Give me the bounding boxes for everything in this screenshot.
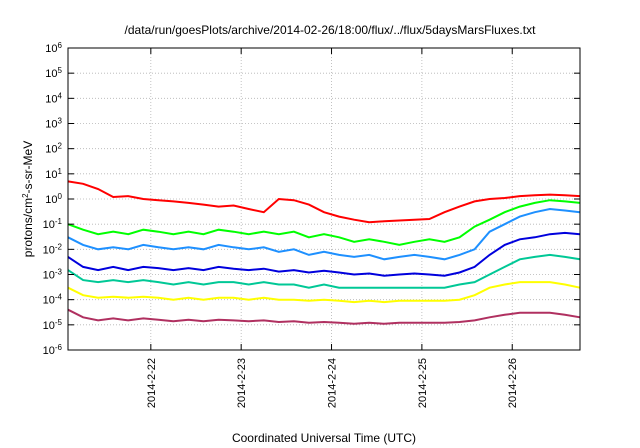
chart-title: /data/run/goesPlots/archive/2014-02-26/1…: [125, 23, 537, 37]
x-axis: 2014-2-22 2014-2-23 2014-2-24 2014-2-25 2014…: [146, 48, 519, 408]
y-tick-base: 10: [43, 295, 55, 307]
y-tick-exponent: 3: [58, 116, 63, 125]
y-tick-exponent: 6: [58, 41, 63, 50]
grid: [68, 48, 580, 350]
y-tick-exponent: -2: [55, 242, 63, 251]
y-tick-label: 10-3: [43, 267, 63, 282]
y-axis-label-post: -s-sr-MeV: [21, 141, 35, 194]
y-tick-exponent: -6: [55, 343, 63, 352]
y-tick-base: 10: [43, 320, 55, 332]
y-tick-label: 10-6: [43, 343, 63, 358]
series-line-6: [67, 281, 581, 304]
y-tick-exponent: -5: [55, 317, 63, 326]
y-tick-exponent: -4: [55, 292, 63, 301]
y-tick-base: 10: [43, 270, 55, 282]
y-axis: 10-610-510-410-310-210-11001011021031041…: [43, 41, 580, 358]
y-tick-label: 103: [45, 116, 62, 131]
x-tick-label: 2014-2-26: [507, 358, 519, 408]
y-tick-exponent: 1: [58, 166, 63, 175]
y-tick-label: 10-1: [43, 217, 63, 232]
y-tick-base: 10: [45, 144, 57, 156]
y-tick-base: 10: [45, 43, 57, 55]
y-tick-exponent: 4: [58, 91, 63, 100]
y-axis-label: protons/cm2-s-sr-MeV: [21, 141, 36, 257]
series-line-2: [67, 199, 581, 246]
y-tick-label: 10-2: [43, 242, 63, 256]
y-tick-label: 105: [45, 66, 62, 81]
y-tick-label: 104: [45, 91, 62, 106]
x-tick-label: 2014-2-24: [327, 358, 339, 408]
y-tick-label: 106: [45, 41, 62, 56]
y-tick-exponent: -1: [55, 217, 63, 226]
series-line-3: [67, 207, 581, 261]
y-tick-base: 10: [43, 244, 55, 256]
y-tick-label: 10-5: [43, 317, 63, 332]
y-tick-label: 102: [45, 141, 62, 156]
x-tick-label: 2014-2-25: [417, 358, 429, 408]
y-tick-base: 10: [43, 219, 55, 231]
y-tick-base: 10: [45, 119, 57, 131]
y-axis-label-sup: 2: [21, 193, 30, 198]
series-line-5: [67, 253, 581, 289]
y-axis-label-pre: protons/cm: [21, 198, 35, 257]
series-group: [67, 180, 581, 325]
y-tick-base: 10: [45, 93, 57, 105]
x-tick-label: 2014-2-22: [146, 358, 158, 408]
y-tick-label: 101: [45, 166, 62, 181]
y-tick-base: 10: [43, 345, 55, 357]
y-tick-base: 10: [45, 68, 57, 80]
y-tick-label: 10-4: [43, 292, 63, 307]
series-line-1: [67, 180, 581, 224]
y-tick-exponent: -3: [55, 267, 63, 276]
x-axis-label: Coordinated Universal Time (UTC): [232, 431, 416, 445]
y-tick-label: 100: [45, 192, 62, 207]
x-tick-label: 2014-2-23: [236, 358, 248, 408]
y-tick-base: 10: [45, 194, 57, 206]
y-tick-exponent: 0: [58, 192, 63, 201]
series-line-7: [67, 308, 581, 325]
y-tick-exponent: 2: [58, 141, 63, 150]
series-line-4: [67, 231, 581, 277]
y-tick-base: 10: [45, 169, 57, 181]
y-tick-exponent: 5: [58, 66, 63, 75]
